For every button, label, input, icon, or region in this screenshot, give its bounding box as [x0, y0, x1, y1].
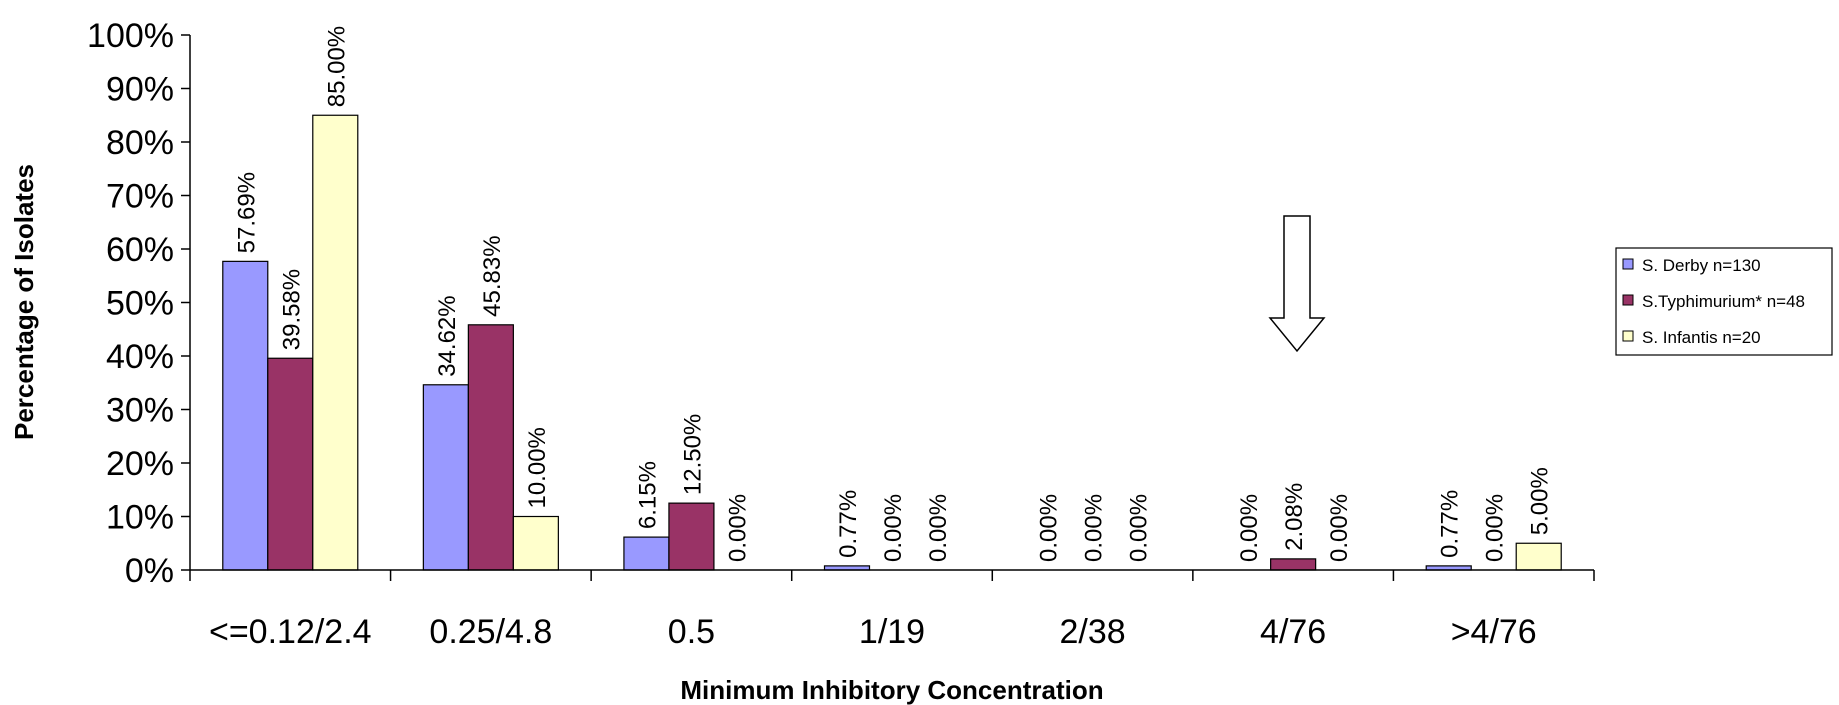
y-tick-label: 10%	[106, 499, 174, 537]
y-tick-label: 100%	[87, 17, 174, 55]
x-axis-title: Minimum Inhibitory Concentration	[680, 675, 1103, 705]
data-label: 5.00%	[1527, 467, 1554, 535]
bar	[267, 357, 314, 571]
y-tick-label: 30%	[106, 392, 174, 430]
x-axis-ticks	[189, 570, 1595, 581]
category-labels: <=0.12/2.4 0.25/4.8 0.5 1/19 2/38 4/76 >4/76	[209, 613, 1537, 651]
y-tick-label: 0%	[125, 552, 174, 590]
data-label: 0.00%	[1036, 494, 1063, 562]
bar	[512, 515, 559, 571]
bar	[467, 324, 514, 571]
y-tick-label: 40%	[106, 338, 174, 376]
category-label: >4/76	[1451, 613, 1537, 651]
data-label: 0.00%	[1326, 494, 1353, 562]
data-labels: 57.69% 39.58% 85.00% 34.62% 45.83% 10.00% 6.15…	[233, 26, 1553, 562]
category-label: 2/38	[1059, 613, 1125, 651]
bar	[1515, 542, 1562, 571]
legend-label-derby: S. Derby n=130	[1642, 256, 1761, 275]
legend-label-infantis: S. Infantis n=20	[1642, 328, 1761, 347]
bar	[422, 384, 469, 571]
data-label: 0.00%	[1236, 494, 1263, 562]
bar	[668, 502, 715, 571]
category-label: 4/76	[1260, 613, 1326, 651]
legend-label-typhimurium: S.Typhimurium* n=48	[1642, 292, 1805, 311]
data-label: 57.69%	[233, 172, 260, 253]
legend-swatch-typhimurium	[1622, 294, 1634, 306]
y-tick-label: 60%	[106, 231, 174, 269]
legend-swatch-infantis	[1622, 330, 1634, 342]
bar	[1270, 558, 1317, 571]
category-label: 1/19	[859, 613, 925, 651]
category-label: <=0.12/2.4	[209, 613, 372, 651]
down-arrow-annotation	[1268, 215, 1326, 353]
bars	[222, 114, 1562, 571]
category-label: 0.25/4.8	[429, 613, 552, 651]
data-label: 0.00%	[1126, 494, 1153, 562]
legend-box	[1615, 247, 1833, 356]
axes	[189, 35, 1594, 571]
bar	[312, 114, 359, 571]
bar	[623, 536, 670, 571]
y-axis-ticks: 0% 10% 20% 30% 40% 50% 60% 70% 80% 90% 100%	[87, 17, 190, 590]
data-label: 2.08%	[1281, 483, 1308, 551]
legend-swatch-derby	[1622, 258, 1634, 270]
data-label: 0.00%	[724, 494, 751, 562]
data-label: 85.00%	[323, 26, 350, 107]
data-label: 10.00%	[524, 427, 551, 508]
data-label: 0.00%	[880, 494, 907, 562]
y-tick-label: 80%	[106, 124, 174, 162]
data-label: 0.00%	[1081, 494, 1108, 562]
data-label: 12.50%	[679, 414, 706, 495]
data-label: 45.83%	[479, 235, 506, 316]
category-label: 0.5	[668, 613, 715, 651]
y-tick-label: 50%	[106, 285, 174, 323]
y-tick-label: 20%	[106, 445, 174, 483]
data-label: 39.58%	[278, 269, 305, 350]
data-label: 0.00%	[925, 494, 952, 562]
data-label: 0.77%	[1437, 490, 1464, 558]
data-label: 0.00%	[1482, 494, 1509, 562]
y-tick-label: 70%	[106, 178, 174, 216]
y-tick-label: 90%	[106, 71, 174, 109]
data-label: 0.77%	[835, 490, 862, 558]
data-label: 6.15%	[634, 461, 661, 529]
legend: S. Derby n=130 S.Typhimurium* n=48 S. In…	[1615, 247, 1833, 356]
data-label: 34.62%	[434, 295, 461, 376]
y-axis-title: Percentage of Isolates	[9, 164, 39, 440]
bar	[222, 260, 269, 571]
